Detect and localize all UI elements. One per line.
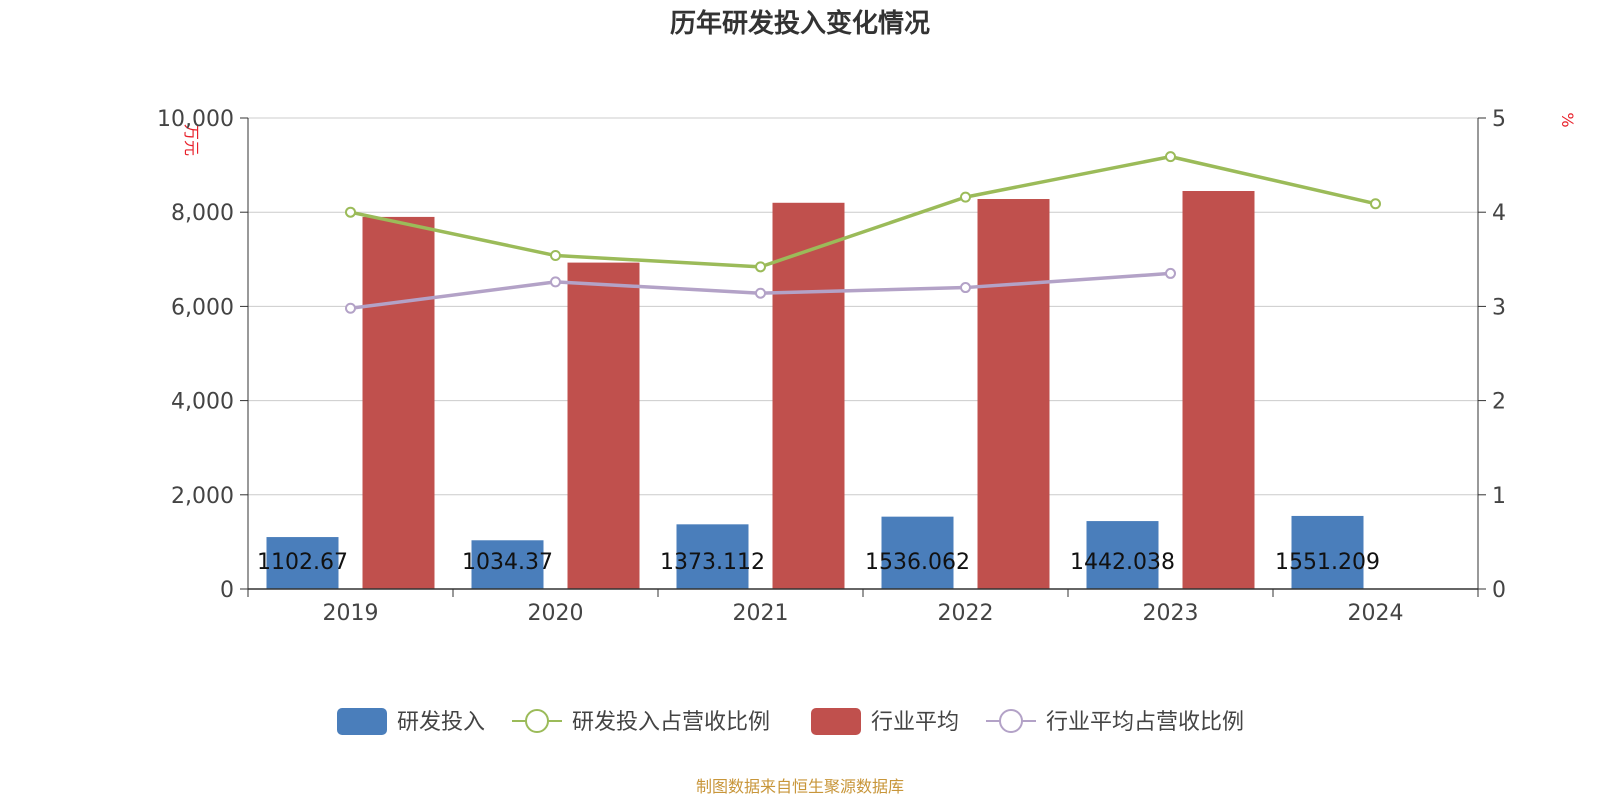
legend-swatch-marker (999, 709, 1023, 733)
right-tick-label: 1 (1492, 484, 1506, 509)
right-tick-label: 3 (1492, 295, 1506, 320)
gridlines (248, 117, 1478, 496)
legend-item-3[interactable]: 行业平均占营收比例 (986, 709, 1244, 735)
bar-industry-average (362, 216, 435, 589)
left-axis-unit: 万元 (182, 124, 201, 156)
left-tick-label: 4,000 (171, 390, 234, 415)
line-point (550, 276, 561, 288)
bar-industry-average (567, 262, 640, 589)
bar-data-label: 1102.67 (257, 550, 348, 575)
chart-title: 历年研发投入变化情况 (670, 8, 930, 39)
bars: 1102.67 1034.37 1373.112 1536.062 1442.038 15… (257, 191, 1380, 589)
legend-label: 研发投入占营收比例 (572, 710, 770, 735)
line-rd-ratio (350, 154, 1376, 269)
legend[interactable]: 研发投入 研发投入占营收比例 行业平均 行业平均占营收比例 (337, 708, 1244, 735)
line-point (960, 191, 971, 203)
bar-rd-investment (676, 524, 749, 589)
line-point (755, 261, 766, 273)
right-tick-label: 0 (1492, 578, 1506, 603)
data-source: 制图数据来自恒生聚源数据库 (696, 777, 904, 796)
legend-item-1[interactable]: 研发投入占营收比例 (512, 709, 770, 735)
bar-rd-investment (1291, 515, 1364, 589)
legend-item-2[interactable]: 行业平均 (811, 708, 959, 735)
line-point (960, 282, 971, 294)
bar-industry-average (772, 202, 845, 589)
line-point (345, 302, 356, 314)
right-tick-label: 4 (1492, 201, 1506, 226)
bar-data-label: 1034.37 (462, 550, 553, 575)
left-tick-label: 0 (220, 578, 234, 603)
x-tick-label: 2021 (733, 601, 789, 626)
bar-rd-investment (266, 537, 339, 589)
line-point (1370, 198, 1381, 210)
bar-industry-average (977, 199, 1050, 589)
right-axis: 0 1 2 3 4 5 (1477, 107, 1506, 603)
x-tick-label: 2023 (1143, 601, 1199, 626)
line-point (755, 287, 766, 299)
legend-label: 研发投入 (397, 710, 485, 735)
left-axis: 0 2,000 4,000 6,000 8,000 10,000 (157, 107, 249, 603)
line-point (345, 206, 356, 218)
bar-industry-average (1182, 191, 1255, 589)
legend-label: 行业平均占营收比例 (1046, 710, 1244, 735)
legend-swatch-bar (337, 708, 387, 735)
bar-rd-investment (1086, 521, 1159, 589)
left-tick-label: 6,000 (171, 295, 234, 320)
left-tick-label: 8,000 (171, 201, 234, 226)
line-point (1165, 151, 1176, 163)
line-point (550, 250, 561, 262)
legend-label: 行业平均 (871, 710, 959, 735)
right-tick-label: 2 (1492, 390, 1506, 415)
x-tick-label: 2024 (1348, 601, 1404, 626)
right-tick-label: 5 (1492, 107, 1506, 132)
x-tick-label: 2019 (323, 601, 379, 626)
legend-item-0[interactable]: 研发投入 (337, 708, 485, 735)
lines (345, 151, 1381, 314)
left-tick-label: 2,000 (171, 484, 234, 509)
bar-data-label: 1536.062 (865, 550, 970, 575)
legend-swatch-marker (525, 709, 549, 733)
bar-data-label: 1551.209 (1275, 550, 1380, 575)
right-axis-unit: % (1558, 112, 1577, 127)
bar-data-label: 1442.038 (1070, 550, 1175, 575)
legend-swatch-bar (811, 708, 861, 735)
bar-data-label: 1373.112 (660, 550, 765, 575)
bar-rd-investment (471, 540, 544, 589)
left-tick-label: 10,000 (157, 107, 234, 132)
x-tick-label: 2022 (938, 601, 994, 626)
x-tick-label: 2020 (528, 601, 584, 626)
line-point (1165, 267, 1176, 279)
bar-rd-investment (881, 516, 954, 589)
x-axis: 2019 2020 2021 2022 2023 2024 (247, 588, 1479, 626)
